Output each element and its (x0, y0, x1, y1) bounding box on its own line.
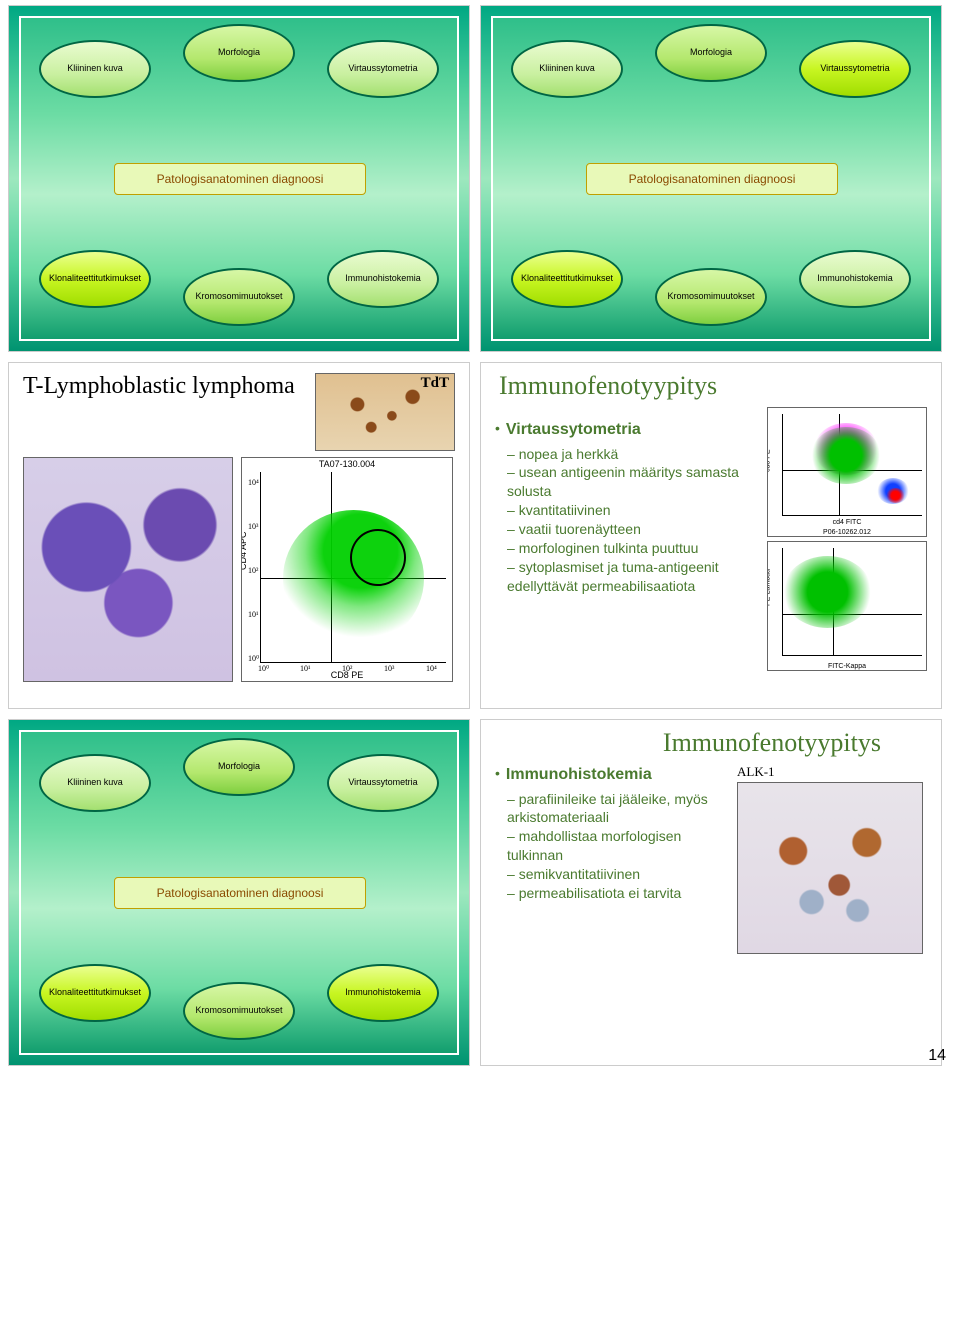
x-tick: 10³ (384, 664, 394, 673)
slide-frame: Kliininen kuva Morfologia Virtaussytometri… (19, 16, 459, 341)
slide-title: T-Lymphoblastic lymphoma (23, 373, 295, 399)
y-axis-label: cd8 PE (767, 449, 772, 472)
microscopy-image (23, 457, 233, 682)
diagram-node-kliininen-kuva: Kliininen kuva (511, 40, 623, 98)
mini-scatter-bottom: PE-Lambda FITC-Kappa (767, 541, 927, 671)
y-tick: 10¹ (248, 610, 258, 619)
slide-title: Immunofenotyypitys (481, 363, 941, 403)
bullet-item: parafiinileike tai jääleike, myös arkist… (507, 790, 727, 828)
diagram-node-virtaussytometria: Virtaussytometria (327, 40, 439, 98)
slide-3: T-Lymphoblastic lymphoma TdT TA07-130.00… (8, 362, 470, 709)
slide-2: Kliininen kuva Morfologia Virtaussytometri… (480, 5, 942, 352)
slide-frame: Kliininen kuva Morfologia Virtaussytometri… (491, 16, 931, 341)
slide-5: Kliininen kuva Morfologia Virtaussytometri… (8, 719, 470, 1066)
diagram-node-kromosomimuutokset: Kromosomimuutokset (183, 982, 295, 1040)
y-axis-label: CD4 APC (241, 531, 248, 570)
x-tick: 10⁰ (258, 664, 269, 673)
diagram-midbox: Patologisanatominen diagnoosi (114, 877, 366, 909)
scatter-title: TA07-130.004 (242, 459, 452, 469)
diagram-node-kliininen-kuva: Kliininen kuva (39, 754, 151, 812)
alk1-image (737, 782, 923, 954)
slide-4: Immunofenotyypitys • Virtaussytometria n… (480, 362, 942, 709)
page-number: 14 (928, 1047, 946, 1065)
y-axis-label: PE-Lambda (767, 569, 772, 606)
x-tick: 10² (342, 664, 352, 673)
diagram-node-immunohistokemia: Immunohistokemia (327, 964, 439, 1022)
bullet-item: morfologinen tulkinta puuttuu (507, 539, 757, 558)
y-tick: 10⁰ (248, 654, 259, 663)
slide-frame: Kliininen kuva Morfologia Virtaussytometri… (19, 730, 459, 1055)
plot-caption: P06-10262.012 (768, 529, 926, 536)
diagram-node-virtaussytometria: Virtaussytometria (327, 754, 439, 812)
scatter-plot: TA07-130.004 CD4 APC CD8 PE 10⁰ 10¹ 10² … (241, 457, 453, 682)
bullet-list: parafiinileike tai jääleike, myös arkist… (495, 790, 727, 903)
scatter-cluster (283, 510, 424, 647)
axes (260, 472, 446, 663)
x-axis-label: FITC-Kappa (768, 663, 926, 670)
slide-text: • Immunohistokemia parafiinileike tai jä… (495, 764, 727, 954)
diagram-midbox: Patologisanatominen diagnoosi (586, 163, 838, 195)
bullet-item: kvantitatiivinen (507, 501, 757, 520)
bullet-item: nopea ja herkkä (507, 445, 757, 464)
bullet-item: mahdollistaa morfologisen tulkinnan (507, 827, 727, 865)
slide-text: • Virtaussytometria nopea ja herkkäusean… (495, 407, 757, 671)
diagram-node-virtaussytometria: Virtaussytometria (799, 40, 911, 98)
slide-1: Kliininen kuva Morfologia Virtaussytometri… (8, 5, 470, 352)
diagram-node-klonaliteettitutkimukset: Klonaliteettitutkimukset (39, 250, 151, 308)
slide-6: Immunofenotyypitys • Immunohistokemia pa… (480, 719, 942, 1066)
page: Kliininen kuva Morfologia Virtaussytometri… (0, 0, 960, 1071)
diagram-node-klonaliteettitutkimukset: Klonaliteettitutkimukset (39, 964, 151, 1022)
bullet-list: nopea ja herkkäusean antigeenin määritys… (495, 445, 757, 596)
x-axis-label: cd4 FITC (768, 519, 926, 526)
diagram-node-kromosomimuutokset: Kromosomimuutokset (655, 268, 767, 326)
scatter-cluster (783, 556, 873, 629)
bullet-item: permeabilisatiota ei tarvita (507, 884, 727, 903)
y-tick: 10⁴ (248, 478, 259, 487)
bullet-item: sytoplasmiset ja tuma-antigeenit edellyt… (507, 558, 757, 596)
mini-scatter-top: cd8 PE cd4 FITC P06-10262.012 (767, 407, 927, 537)
diagram-node-kliininen-kuva: Kliininen kuva (39, 40, 151, 98)
diagram-node-immunohistokemia: Immunohistokemia (327, 250, 439, 308)
slide-row-1: Kliininen kuva Morfologia Virtaussytometri… (0, 0, 960, 357)
alk1-badge: ALK-1 (737, 764, 927, 780)
gate-circle (350, 529, 406, 586)
y-tick: 10² (248, 566, 258, 575)
diagram-node-kromosomimuutokset: Kromosomimuutokset (183, 268, 295, 326)
slide-title: Immunofenotyypitys (481, 720, 941, 760)
scatter-cluster (811, 427, 881, 484)
diagram-midbox: Patologisanatominen diagnoosi (114, 163, 366, 195)
tdt-badge: TdT (421, 375, 449, 392)
bullet-item: vaatii tuorenäytteen (507, 520, 757, 539)
diagram-node-immunohistokemia: Immunohistokemia (799, 250, 911, 308)
diagram-node-morfologia: Morfologia (183, 24, 295, 82)
diagram-node-morfologia: Morfologia (655, 24, 767, 82)
slide-row-3: Kliininen kuva Morfologia Virtaussytometri… (0, 714, 960, 1071)
y-tick: 10³ (248, 522, 258, 531)
bullet-item: usean antigeenin määritys samasta solust… (507, 463, 757, 501)
diagram-node-klonaliteettitutkimukset: Klonaliteettitutkimukset (511, 250, 623, 308)
x-tick: 10⁴ (426, 664, 437, 673)
slide-row-2: T-Lymphoblastic lymphoma TdT TA07-130.00… (0, 357, 960, 714)
diagram-node-morfologia: Morfologia (183, 738, 295, 796)
lead-bullet: Immunohistokemia (506, 764, 652, 786)
bullet-item: semikvantitatiivinen (507, 865, 727, 884)
lead-bullet: Virtaussytometria (506, 419, 641, 441)
x-tick: 10¹ (300, 664, 310, 673)
